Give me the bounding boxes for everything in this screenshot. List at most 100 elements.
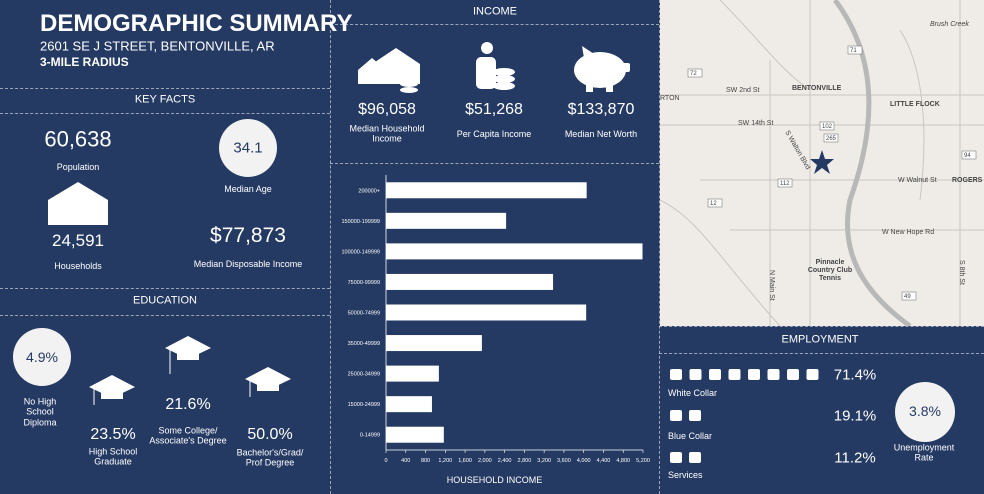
y-tick-label: 200000+ — [358, 188, 380, 194]
map-label: 12 — [710, 201, 717, 207]
map-label: W New Hope Rd — [882, 229, 934, 236]
section-heading: KEY FACTS — [134, 93, 196, 106]
x-tick-label: 3,200 — [537, 458, 551, 464]
stat-value: 60,638 — [44, 126, 112, 152]
section-heading: EDUCATION — [133, 294, 197, 307]
stat-value: $96,058 — [358, 100, 416, 118]
employment-icons — [670, 369, 819, 463]
y-tick-label: 35000-49999 — [348, 341, 380, 347]
stat-value: 50.0% — [247, 425, 293, 443]
divider — [330, 0, 331, 494]
label: Median Age — [224, 183, 272, 194]
bar — [386, 273, 554, 290]
map-label: BENTONVILLE — [792, 85, 842, 92]
bar — [386, 304, 587, 321]
icon — [767, 369, 780, 380]
stat-label: White Collar — [668, 387, 718, 398]
bar — [386, 243, 643, 260]
cap-icon — [89, 336, 291, 405]
road-shield — [777, 178, 793, 188]
icon — [670, 452, 682, 463]
road-shield — [847, 45, 863, 55]
x-tick-label: 1,600 — [458, 458, 472, 464]
y-tick-label: 150000-199999 — [341, 219, 380, 225]
bar — [386, 335, 482, 352]
stat-value: 4.9% — [26, 348, 58, 365]
bar — [386, 396, 432, 413]
stat-value: 23.5% — [90, 425, 136, 443]
x-tick-label: 800 — [421, 458, 430, 464]
map-label: RTON — [660, 95, 680, 102]
house-icon — [48, 182, 108, 225]
stat-value: 19.1% — [833, 407, 877, 425]
bar — [386, 182, 587, 199]
x-tick-label: 0 — [384, 458, 387, 464]
map-label: N Main St — [768, 270, 775, 301]
divider — [659, 326, 984, 327]
stat-value: 34.1 — [233, 139, 263, 157]
edu-circle — [13, 328, 71, 386]
x-tick-label: 5,200 — [636, 458, 650, 464]
map-label: Brush Creek — [930, 21, 969, 28]
divider — [0, 88, 330, 89]
label: Population — [56, 161, 100, 172]
map-label: 112 — [780, 181, 790, 187]
y-tick-label: 50000-74999 — [348, 311, 380, 317]
icon — [787, 369, 799, 380]
x-axis-title: HOUSEHOLD INCOME — [447, 475, 543, 485]
icon — [728, 369, 741, 380]
y-tick-label: 75000-99999 — [348, 280, 380, 286]
piggy-icon — [574, 46, 630, 92]
y-tick-label: 100000-149999 — [341, 249, 380, 255]
x-tick-label: 4,400 — [597, 458, 611, 464]
subtitle: 3-MILE RADIUS — [40, 55, 129, 70]
divider — [330, 163, 659, 164]
divider — [0, 315, 330, 316]
title: DEMOGRAPHIC SUMMARY — [40, 10, 353, 38]
y-tick-label: 15000-24999 — [348, 402, 380, 408]
bar — [386, 365, 439, 382]
houses-icon — [358, 48, 420, 93]
stat-value: 21.6% — [165, 395, 211, 413]
stat-label: Median Household Income — [349, 123, 425, 144]
icon — [670, 369, 682, 380]
x-tick-label: 2,000 — [478, 458, 492, 464]
stat-label: Services — [668, 469, 703, 480]
income-chart: 0 400 800 1,200 1,600 2,000 2,400 2,800 3,200 3,6… — [341, 175, 650, 485]
map-label: SW 14th St — [738, 120, 773, 127]
divider — [0, 113, 330, 114]
person-coins-icon — [476, 42, 515, 90]
icon — [689, 369, 702, 380]
x-tick-label: 1,200 — [438, 458, 452, 464]
icon — [806, 369, 819, 380]
x-tick-label: 4,800 — [616, 458, 630, 464]
stat-label: Blue Collar — [668, 430, 713, 441]
section-heading: INCOME — [473, 5, 517, 18]
map-label: S 8th St — [958, 260, 965, 285]
x-tick-label: 2,800 — [518, 458, 532, 464]
map-label: 49 — [904, 294, 911, 300]
icon — [689, 410, 701, 421]
x-tick-label: 400 — [401, 458, 410, 464]
x-tick-label: 2,400 — [498, 458, 512, 464]
age-circle — [219, 119, 277, 177]
bar — [386, 212, 507, 229]
map-label: SW 2nd St — [726, 87, 760, 94]
road-shield — [961, 150, 977, 160]
section-heading: EMPLOYMENT — [781, 333, 859, 346]
road-shield — [823, 133, 839, 143]
road-shield — [901, 291, 917, 301]
label: Households — [54, 260, 102, 271]
stat-label: Unemployment Rate — [893, 442, 955, 463]
stat-label: Some College/ Associate's Degree — [149, 425, 227, 446]
icon — [748, 369, 760, 380]
map-label: ROGERS — [952, 177, 983, 184]
map-label: Pinnacle Country Club Tennis — [808, 259, 852, 282]
map-label: 71 — [850, 48, 857, 54]
divider — [659, 0, 660, 494]
divider — [659, 353, 984, 354]
stat-label: High School Graduate — [88, 446, 138, 467]
x-tick-label: 4,000 — [577, 458, 591, 464]
